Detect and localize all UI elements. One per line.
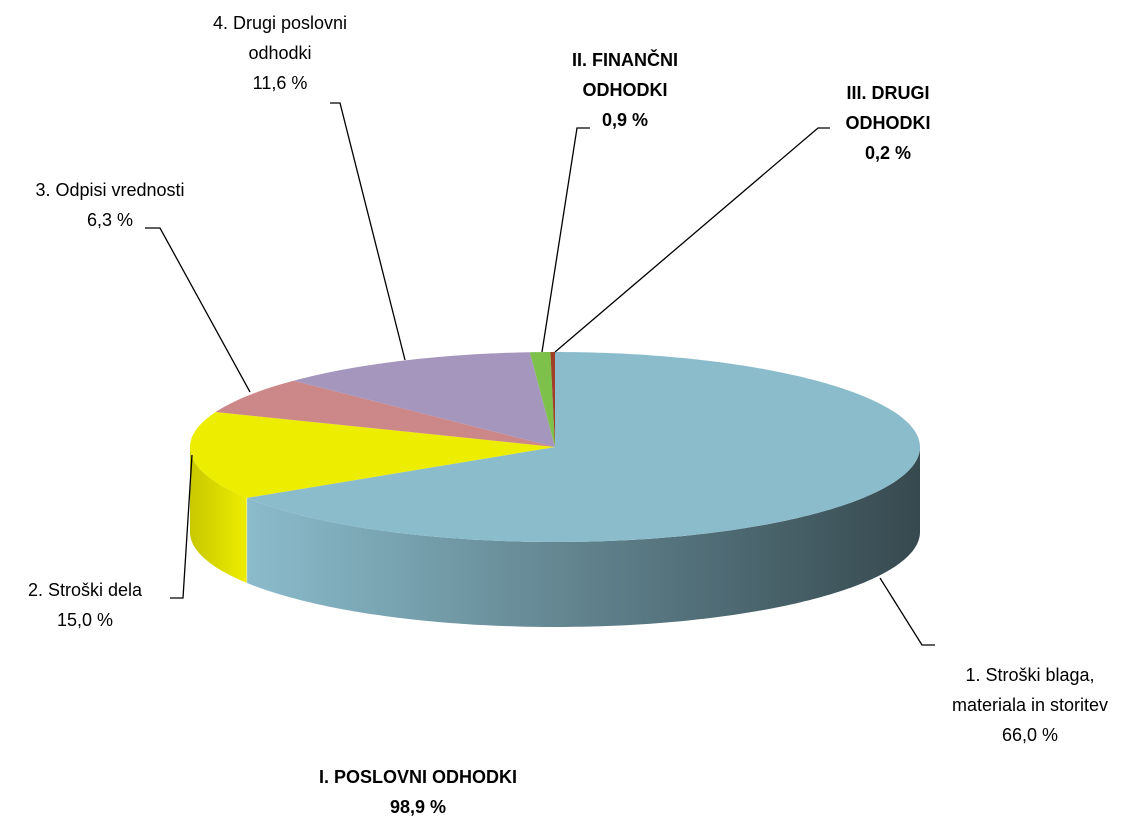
slice	[190, 412, 555, 498]
slice-label: 2. Stroški dela	[27, 580, 143, 600]
leader-line	[554, 127, 830, 353]
slice-label: III. DRUGI ODHODKI	[845, 83, 931, 133]
leader-line	[145, 227, 251, 393]
slice-label: 1. Stroški blaga, materiala in storitev	[951, 665, 1109, 715]
leader-line	[330, 102, 406, 361]
value-label: 0,9 %	[601, 110, 649, 130]
slice	[246, 352, 921, 542]
slice	[529, 352, 555, 447]
annotation: I. POSLOVNI ODHODKI	[318, 767, 518, 787]
leader-line	[170, 454, 193, 599]
slice-side	[246, 447, 921, 627]
leader-line	[879, 577, 935, 646]
value-label: 15,0 %	[56, 610, 114, 630]
slice-label: 4. Drugi poslovni odhodki	[212, 13, 348, 63]
value-label: 0,2 %	[864, 143, 912, 163]
slice-side	[190, 447, 247, 583]
slice	[293, 352, 555, 447]
value-label: 11,6 %	[252, 73, 308, 93]
annotation-value: 98,9 %	[389, 797, 447, 817]
slice	[550, 352, 555, 447]
slice-label: 3. Odpisi vrednosti	[35, 180, 185, 200]
slice-label: II. FINANČNI ODHODKI	[572, 50, 678, 100]
value-label: 66,0 %	[1001, 725, 1059, 745]
slice	[215, 380, 555, 447]
leader-line	[541, 127, 590, 353]
value-label: 6,3 %	[86, 210, 134, 230]
